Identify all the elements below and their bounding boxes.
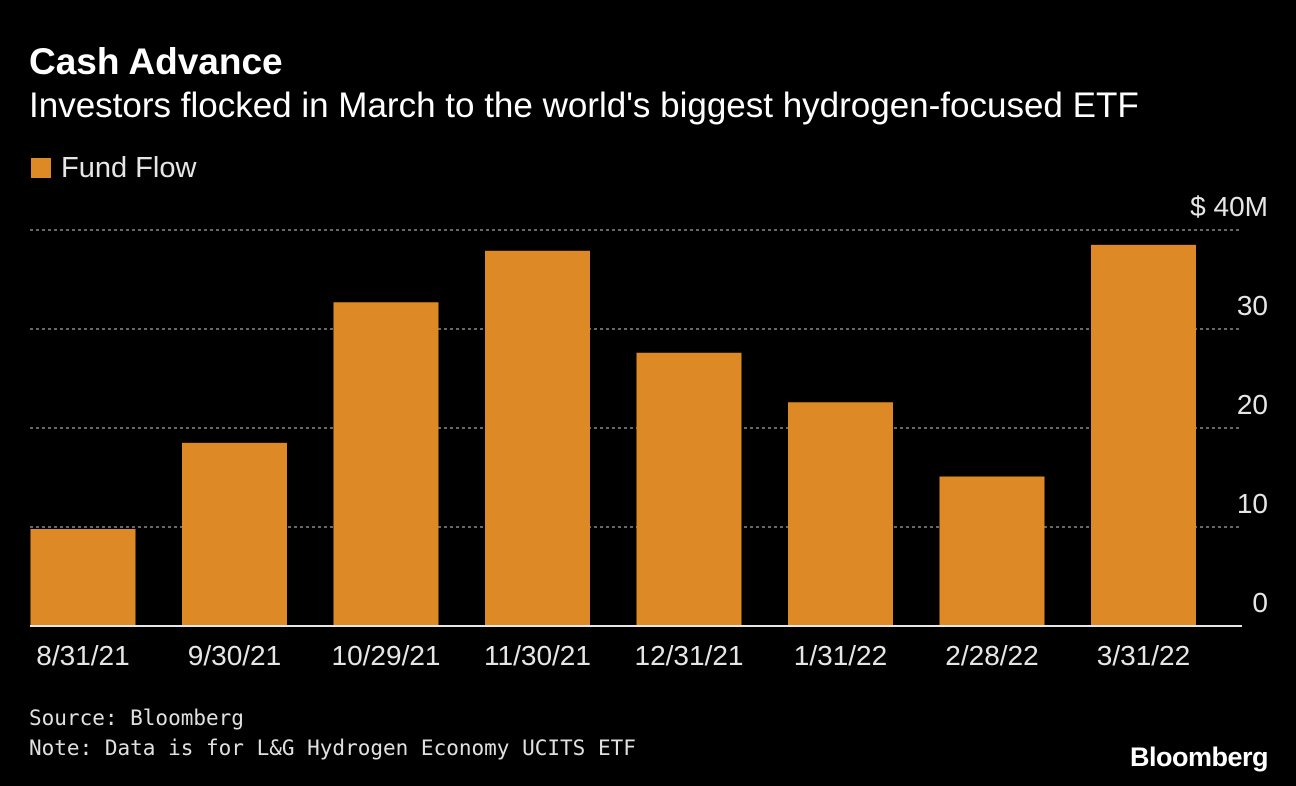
bar-1-31-22: [788, 402, 893, 626]
x-tick-label: 1/31/22: [794, 640, 887, 671]
chart-subtitle: Investors flocked in March to the world'…: [29, 86, 1139, 125]
bar-3-31-22: [1091, 244, 1196, 626]
bloomberg-logo: Bloomberg: [1129, 742, 1269, 772]
bar-chart: 0 10 20 30 $ 40M 8/31/21 9/30/21 10/29/21 11/30…: [30, 191, 1268, 671]
y-tick-label: 10: [1237, 488, 1268, 519]
legend: Fund Flow: [31, 152, 196, 184]
legend-swatch: [31, 158, 51, 178]
bar-12-31-21: [636, 352, 742, 626]
y-tick-label: 30: [1237, 290, 1268, 321]
data-note: Note: Data is for L&G Hydrogen Economy U…: [29, 736, 636, 760]
x-tick-label: 8/31/21: [36, 640, 129, 671]
x-tick-label: 12/31/21: [635, 640, 744, 671]
x-tick-label: 11/30/21: [484, 640, 591, 671]
x-tick-label: 10/29/21: [332, 640, 441, 671]
bar-11-30-21: [485, 250, 590, 627]
x-axis-ticks: 8/31/21 9/30/21 10/29/21 11/30/21 12/31/21 1/…: [36, 640, 1190, 671]
bar-9-30-21: [182, 442, 287, 626]
bar-8-31-21: [30, 528, 136, 626]
bars: [30, 244, 1196, 627]
y-axis-ticks: 0 10 20 30 $ 40M: [1190, 191, 1268, 618]
legend-label-fund-flow: Fund Flow: [61, 151, 197, 184]
bar-10-29-21: [333, 302, 439, 626]
chart-title: Cash Advance: [29, 41, 283, 82]
x-tick-label: 2/28/22: [945, 640, 1038, 671]
bar-2-28-22: [939, 476, 1045, 626]
x-tick-label: 3/31/22: [1097, 640, 1190, 671]
x-tick-label: 9/30/21: [188, 640, 281, 671]
y-tick-label: 20: [1237, 389, 1268, 420]
y-tick-label: 0: [1252, 587, 1268, 618]
source-note: Source: Bloomberg: [29, 706, 244, 730]
y-tick-label: $ 40M: [1190, 191, 1268, 222]
